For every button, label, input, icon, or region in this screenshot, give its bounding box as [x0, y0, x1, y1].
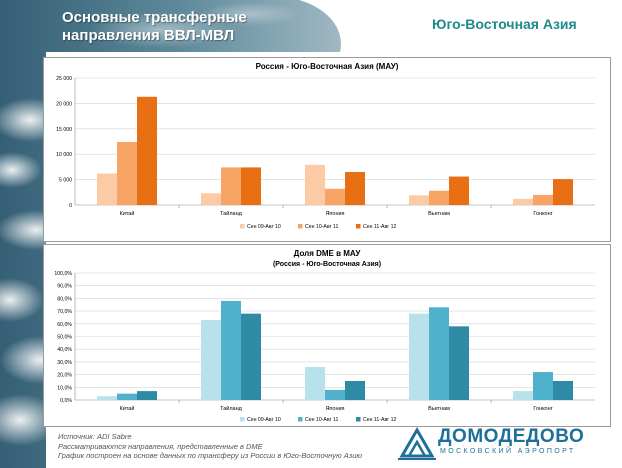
- x-category-label: Япония: [325, 406, 344, 412]
- x-category-label: Китай: [120, 210, 135, 217]
- y-tick-label: 60,0%: [57, 322, 72, 328]
- legend-label-2: Сен 11-Авг 12: [363, 417, 396, 423]
- logo-name: ДОМОДЕДОВО: [438, 426, 585, 447]
- chart-panel-dme-share: Доля DME в МАУ (Россия - Юго-Восточная Аз…: [43, 244, 611, 427]
- bar-Япония-1: [325, 188, 345, 205]
- y-tick-label: 30,0%: [57, 360, 72, 366]
- chart-subtitle: (Россия - Юго-Восточная Азия): [273, 261, 381, 268]
- chart-title: Доля DME в МАУ: [294, 249, 362, 258]
- x-category-label: Тайланд: [220, 405, 243, 412]
- y-tick-label: 0,0%: [60, 398, 72, 404]
- bar-Тайланд-2: [241, 167, 261, 205]
- legend-swatch-1: [298, 224, 303, 229]
- legend-label-1: Сен 10-Авг 11: [305, 417, 338, 423]
- y-tick-label: 70,0%: [57, 309, 72, 315]
- bar-Тайланд-1: [221, 167, 241, 205]
- bar-Гонконг-2: [553, 179, 573, 205]
- bar-Япония-0: [305, 164, 325, 205]
- bar-Вьетнам-1: [429, 190, 449, 205]
- y-tick-label: 20,0%: [57, 373, 72, 379]
- legend-swatch-0: [240, 417, 245, 422]
- bar-Япония-2: [345, 380, 365, 400]
- legend-label-0: Сен 09-Авг 10: [247, 417, 281, 423]
- y-tick-label: 50,0%: [57, 335, 72, 341]
- chart-dme-share-bar: Доля DME в МАУ (Россия - Юго-Восточная Аз…: [54, 249, 595, 423]
- y-tick-label: 0: [69, 203, 72, 209]
- legend-swatch-0: [240, 224, 245, 229]
- bar-Тайланд-2: [241, 313, 261, 400]
- bar-Китай-1: [117, 393, 137, 400]
- y-tick-label: 100,0%: [54, 271, 72, 277]
- y-tick-label: 10 000: [56, 152, 72, 158]
- legend-label-0: Сен 09-Авг 10: [247, 224, 281, 230]
- legend-swatch-2: [356, 224, 361, 229]
- footer-note-basis: График построен на основе данных по тран…: [58, 451, 363, 460]
- bar-Тайланд-0: [201, 319, 221, 400]
- y-tick-label: 20 000: [56, 101, 72, 107]
- chart-panel-mau: Россия - Юго-Восточная Азия (МАУ) 0 5 000 1…: [43, 57, 611, 242]
- bar-Вьетнам-0: [409, 195, 429, 205]
- bar-Гонконг-0: [513, 391, 533, 400]
- bar-Япония-2: [345, 171, 365, 205]
- chart-mau-bar: Россия - Юго-Восточная Азия (МАУ) 0 5 000 1…: [56, 62, 595, 230]
- bar-Гонконг-0: [513, 198, 533, 205]
- logo-emblem-icon: [398, 426, 436, 460]
- bar-Вьетнам-1: [429, 307, 449, 400]
- bar-Китай-2: [137, 96, 157, 205]
- slide-title-line2: направления ВВЛ-МВЛ: [62, 27, 235, 44]
- bar-Вьетнам-0: [409, 313, 429, 400]
- logo-subtitle: МОСКОВСКИЙ АЭРОПОРТ: [440, 448, 576, 455]
- y-tick-label: 25 000: [56, 76, 72, 82]
- x-category-label: Китай: [120, 405, 135, 412]
- footer-note-directions: Рассматриваются направления, представлен…: [58, 441, 263, 451]
- bar-Япония-1: [325, 389, 345, 400]
- x-category-label: Вьетнам: [428, 211, 450, 217]
- x-category-label: Япония: [325, 211, 344, 217]
- bar-Китай-0: [97, 396, 117, 400]
- y-tick-label: 80,0%: [57, 296, 72, 302]
- bar-Вьетнам-2: [449, 176, 469, 205]
- x-category-label: Вьетнам: [428, 406, 450, 412]
- bar-Гонконг-1: [533, 194, 553, 205]
- bar-Гонконг-2: [553, 380, 573, 400]
- legend-swatch-2: [356, 417, 361, 422]
- bar-Вьетнам-2: [449, 326, 469, 400]
- slide-title-line1: Основные трансферные: [62, 9, 247, 26]
- domodedovo-logo: ДОМОДЕДОВО МОСКОВСКИЙ АЭРОПОРТ: [398, 426, 614, 462]
- chart-title: Россия - Юго-Восточная Азия (МАУ): [256, 62, 399, 71]
- bar-Китай-0: [97, 173, 117, 205]
- footer-source: Источник: ADI Sabre: [58, 432, 132, 441]
- y-tick-label: 10,0%: [57, 385, 72, 391]
- bar-Китай-1: [117, 142, 137, 205]
- legend-label-1: Сен 10-Авг 11: [305, 224, 338, 230]
- region-title: Юго-Восточная Азия: [432, 16, 577, 32]
- slide-title: Основные трансферные направления ВВЛ-МВЛ: [62, 9, 302, 45]
- x-category-label: Тайланд: [220, 210, 243, 217]
- y-tick-label: 40,0%: [57, 347, 72, 353]
- bar-Япония-0: [305, 366, 325, 400]
- x-category-label: Гонконг: [533, 406, 552, 412]
- x-category-label: Гонконг: [533, 211, 552, 217]
- bar-Тайланд-1: [221, 300, 241, 400]
- bar-Гонконг-1: [533, 372, 553, 400]
- y-tick-label: 90,0%: [57, 284, 72, 290]
- legend-label-2: Сен 11-Авг 12: [363, 224, 396, 230]
- y-tick-label: 5 000: [59, 178, 72, 184]
- bar-Тайланд-0: [201, 193, 221, 205]
- bar-Китай-2: [137, 391, 157, 400]
- legend-swatch-1: [298, 417, 303, 422]
- y-tick-label: 15 000: [56, 127, 72, 133]
- footer-notes: Источник: ADI Sabre Рассматриваются напр…: [58, 432, 398, 461]
